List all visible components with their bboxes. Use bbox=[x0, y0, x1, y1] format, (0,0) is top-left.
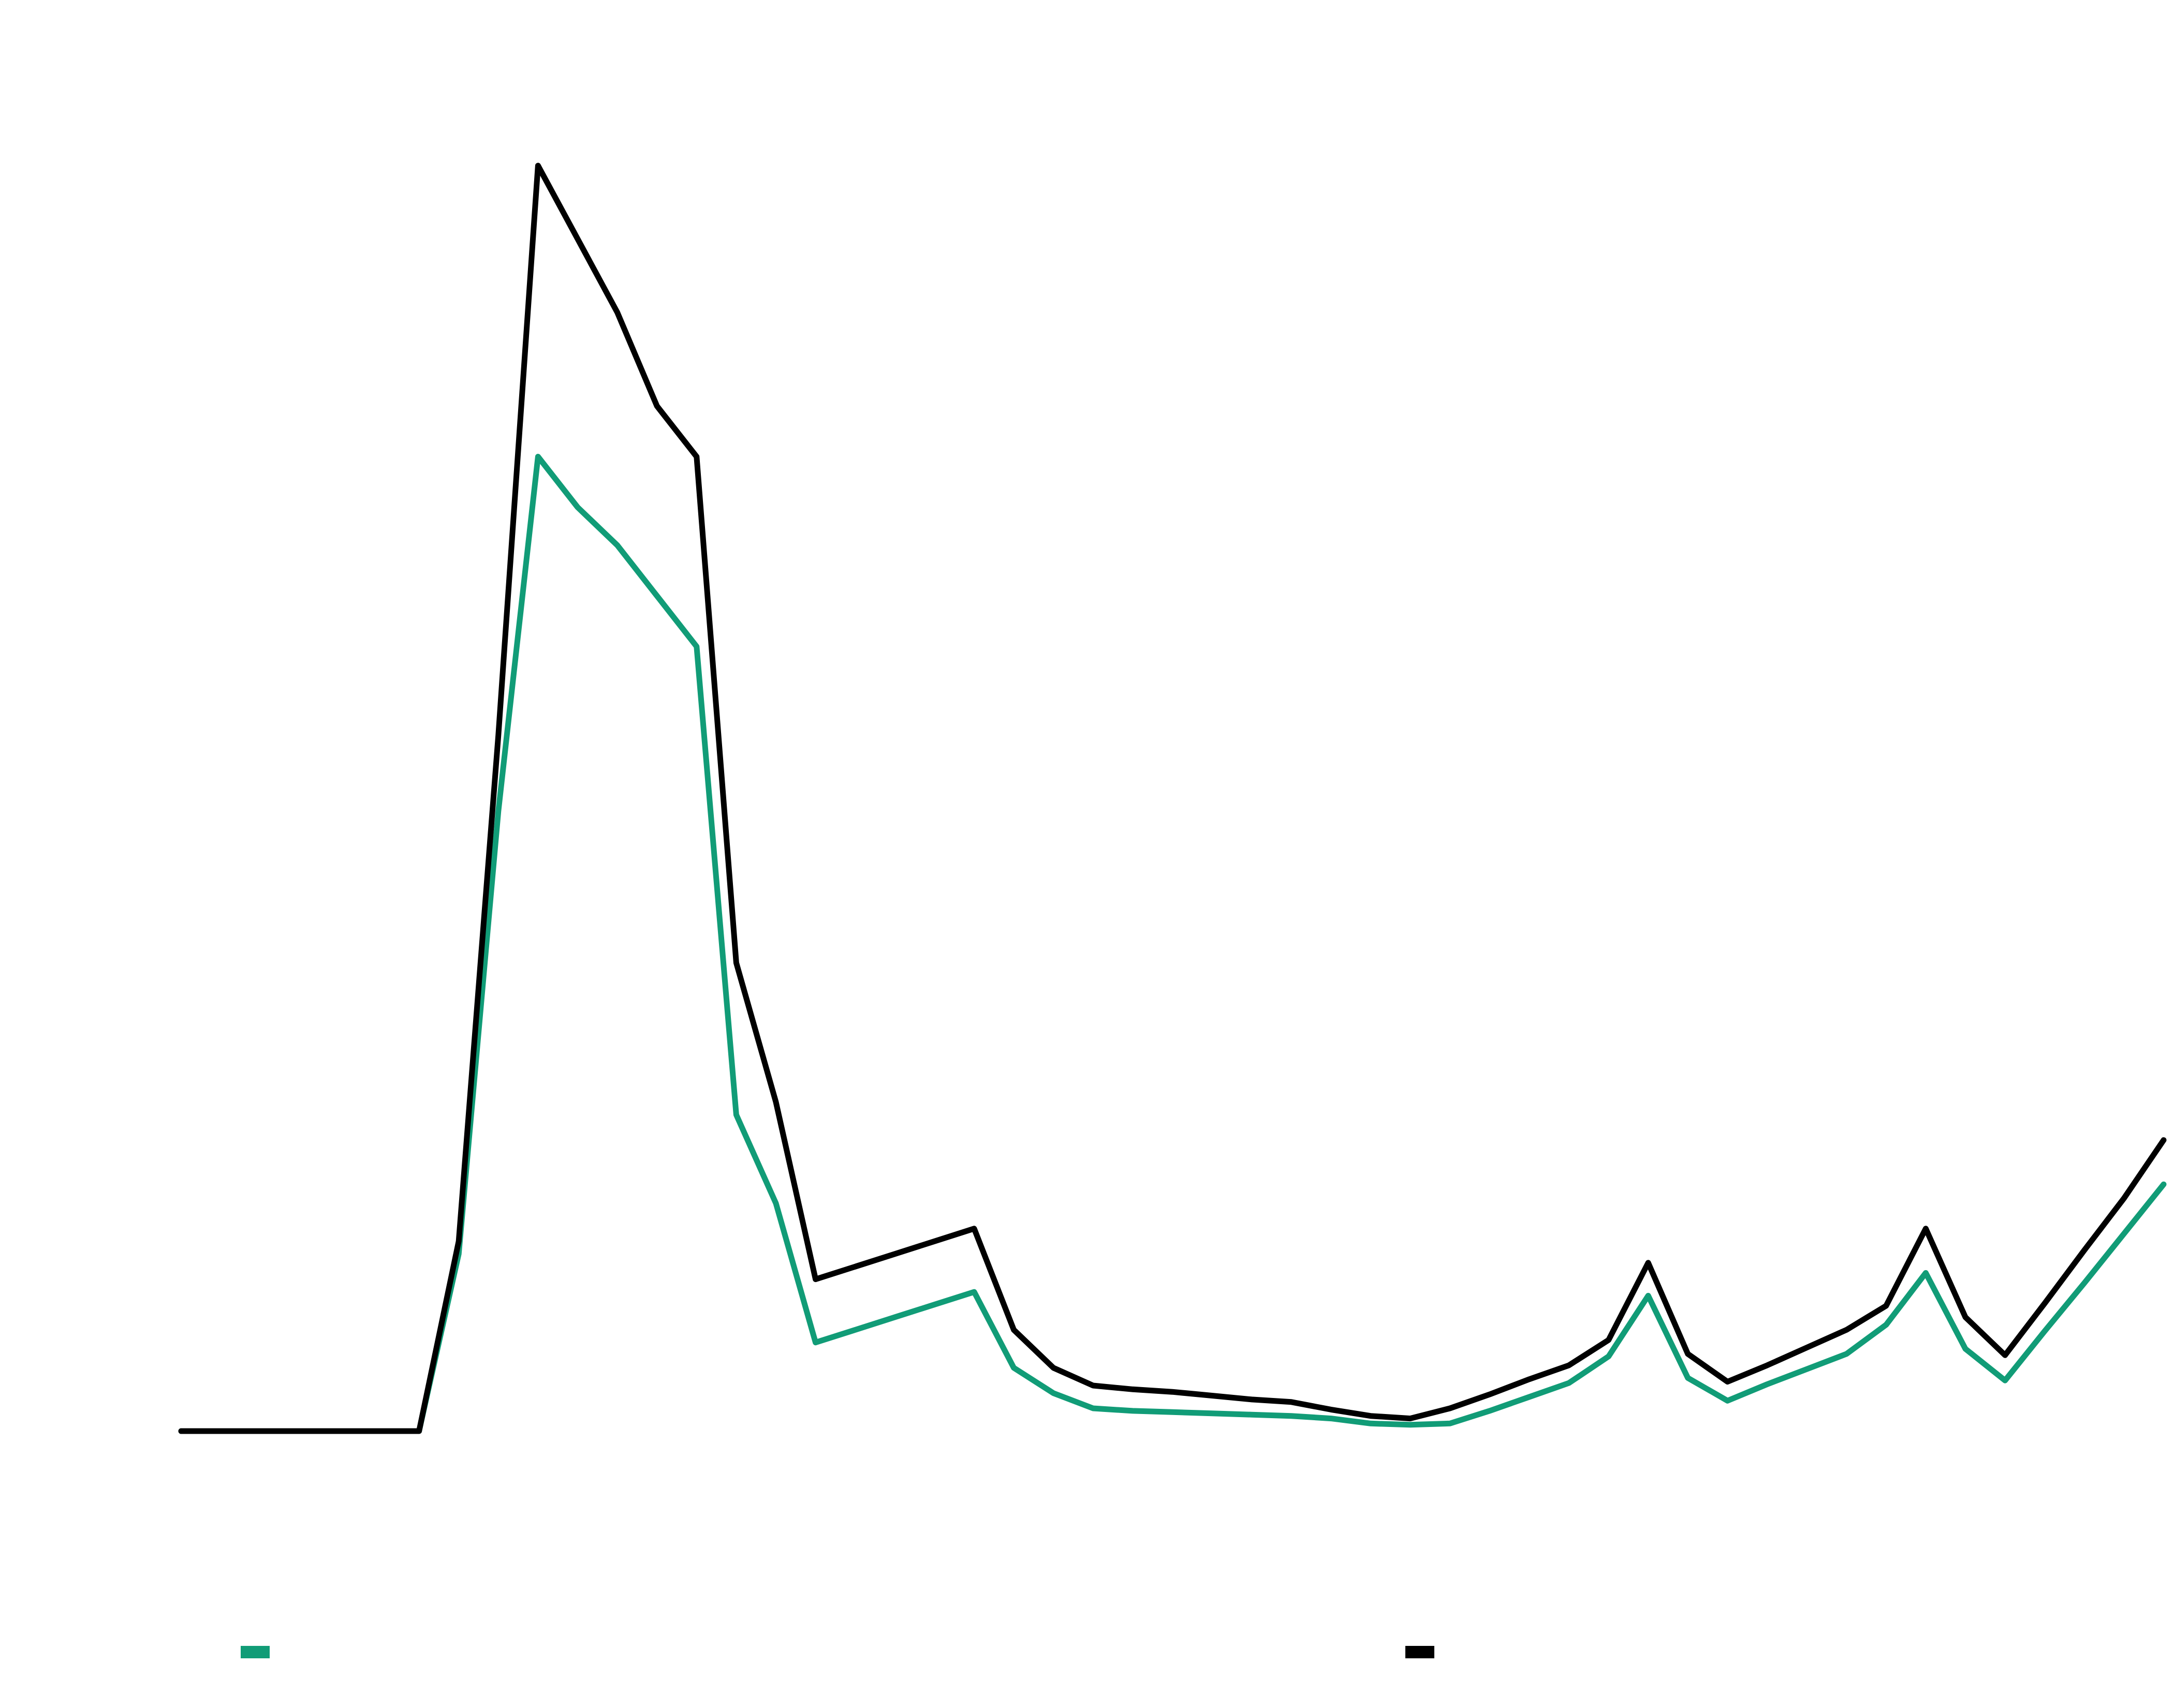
legend bbox=[241, 1646, 1434, 1658]
legend-swatch-1 bbox=[241, 1646, 270, 1658]
plot-area bbox=[178, 163, 2167, 1434]
series-line-2 bbox=[178, 163, 2167, 1434]
legend-swatch-2 bbox=[1405, 1646, 1434, 1658]
series-line-1 bbox=[178, 453, 2167, 1434]
